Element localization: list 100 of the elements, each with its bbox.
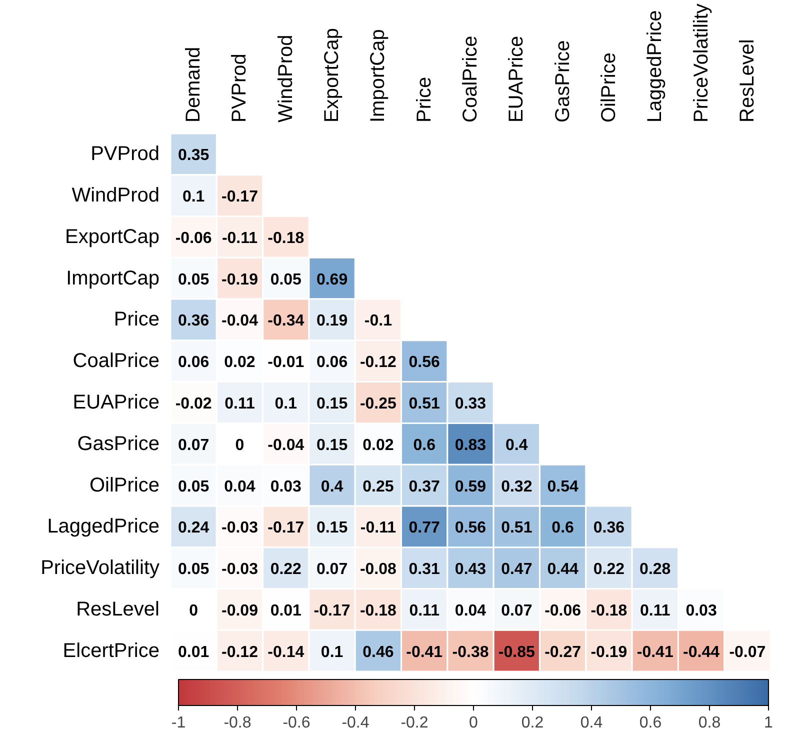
data-label: 0.51: [501, 520, 532, 537]
color-bar-label: 0.6: [639, 714, 662, 732]
data-label: 0.6: [413, 436, 436, 454]
y-tick-label: GasPrice: [77, 432, 160, 455]
data-label: 0.56: [408, 354, 440, 372]
data-label: 0.04: [454, 602, 486, 620]
data-label: -0.04: [221, 312, 258, 330]
data-label: -0.41: [636, 644, 674, 661]
data-label: 0.01: [178, 644, 210, 661]
data-label: -0.08: [360, 561, 397, 578]
y-tick-label: PVProd: [90, 143, 160, 166]
data-label: 0.33: [454, 396, 486, 412]
data-label: -0.34: [268, 312, 304, 330]
data-label: 0.05: [270, 271, 302, 288]
data-label: 0.37: [408, 478, 440, 496]
data-label: 0.69: [316, 271, 348, 288]
data-label: -0.18: [360, 602, 397, 620]
data-label: 0.15: [316, 396, 348, 412]
data-label: -0.38: [452, 644, 489, 661]
data-label: -0.09: [221, 602, 258, 620]
data-label: 0.05: [178, 478, 210, 496]
data-label: -0.01: [268, 354, 304, 372]
data-label: 0.15: [316, 436, 348, 454]
data-label: -0.85: [498, 644, 535, 661]
data-label: 0.22: [270, 561, 302, 578]
data-label: -0.17: [268, 520, 304, 537]
data-label: 0.4: [320, 478, 344, 496]
color-bar-label: -0.2: [400, 714, 428, 732]
data-label: 0.51: [408, 396, 440, 412]
x-tick-label: Demand: [182, 46, 205, 122]
x-tick-label: Price: [413, 76, 436, 122]
data-label: -0.03: [221, 520, 258, 537]
x-tick-label: PVProd: [228, 54, 251, 122]
data-label: -0.11: [222, 230, 258, 247]
y-tick-label: ExportCap: [65, 226, 160, 248]
data-label: 0.11: [409, 602, 440, 620]
color-bar-label: -0.4: [342, 714, 370, 732]
color-bar-label: -1: [171, 714, 186, 732]
data-label: 0.43: [454, 561, 486, 578]
data-label: 0.83: [454, 436, 486, 454]
data-label: 0.46: [362, 644, 394, 661]
data-label: 0: [235, 436, 244, 454]
x-tick-label: OilPrice: [598, 52, 620, 122]
y-tick-label: WindProd: [72, 184, 160, 207]
data-label: 0.02: [224, 354, 256, 372]
data-label: 0.56: [454, 520, 486, 537]
y-tick-label: EUAPrice: [72, 392, 160, 414]
data-label: -0.1: [364, 312, 392, 330]
y-tick-label: PriceVolatility: [40, 557, 160, 580]
y-tick-label: OilPrice: [89, 474, 160, 496]
color-bar-label: -0.6: [282, 714, 310, 732]
data-label: 0.07: [501, 602, 532, 620]
data-label: 0.05: [178, 561, 210, 578]
data-label: 0.1: [274, 396, 298, 412]
data-label: 0.31: [408, 561, 440, 578]
data-label: 0.04: [224, 478, 256, 496]
x-tick-label: GasPrice: [552, 40, 574, 122]
data-label: 0.1: [182, 188, 205, 206]
data-label: 0.36: [593, 520, 625, 537]
data-label: -0.27: [544, 644, 582, 661]
y-tick-label: ImportCap: [66, 267, 160, 290]
x-tick-label: ImportCap: [367, 29, 390, 122]
data-label: 0.02: [362, 436, 394, 454]
data-label: 0.32: [501, 478, 532, 496]
data-label: -0.41: [406, 644, 443, 661]
data-label: 0.25: [362, 478, 394, 496]
data-label: -0.19: [221, 271, 258, 288]
data-label: -0.06: [175, 230, 212, 247]
data-label: -0.06: [544, 602, 582, 620]
y-tick-label: Price: [114, 308, 160, 331]
y-tick-label: ResLevel: [76, 598, 160, 620]
data-label: 0.77: [408, 520, 440, 537]
data-label: 0.19: [316, 312, 348, 330]
data-label: -0.07: [729, 644, 766, 661]
x-tick-label: PriceVolatility: [690, 4, 712, 122]
data-label: 0.59: [454, 478, 486, 496]
y-tick-label: LaggedPrice: [47, 516, 160, 538]
data-label: 0.4: [506, 436, 528, 454]
data-label: 0.11: [224, 396, 255, 412]
color-bar-label: 0.4: [580, 714, 603, 732]
data-label: -0.17: [221, 188, 258, 206]
y-tick-label: ElcertPrice: [62, 640, 160, 662]
data-label: 0.22: [593, 561, 625, 578]
color-bar-label: -0.8: [224, 714, 252, 732]
data-label: 0.1: [320, 644, 344, 661]
data-label: 0.6: [552, 520, 574, 537]
data-label: -0.12: [360, 354, 397, 372]
x-tick-label: ResLevel: [736, 39, 758, 122]
data-label: 0.07: [316, 561, 348, 578]
data-label: 0.15: [316, 520, 348, 537]
color-bar-label: 1: [764, 714, 774, 732]
data-label: -0.04: [268, 436, 304, 454]
data-label: -0.12: [221, 644, 258, 661]
data-label: 0.03: [270, 478, 302, 496]
data-label: 0.01: [270, 602, 302, 620]
data-label: 0.44: [547, 561, 578, 578]
data-label: -0.25: [360, 396, 397, 412]
data-label: -0.19: [590, 644, 628, 661]
data-label: -0.17: [314, 602, 350, 620]
x-tick-label: WindProd: [274, 34, 297, 122]
